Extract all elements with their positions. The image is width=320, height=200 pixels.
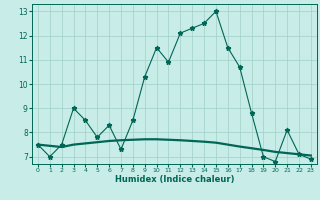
X-axis label: Humidex (Indice chaleur): Humidex (Indice chaleur)	[115, 175, 234, 184]
